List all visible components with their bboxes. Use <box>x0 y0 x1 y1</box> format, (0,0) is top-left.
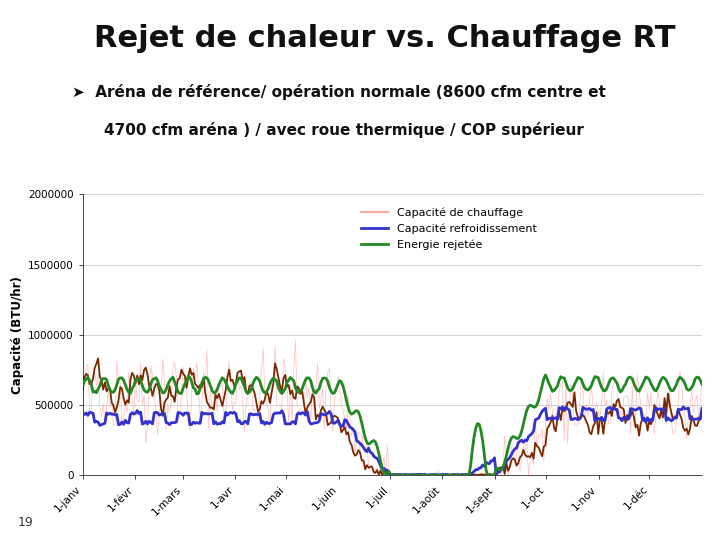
Legend: Capacité de chauffage, Capacité refroidissement, Energie rejetée: Capacité de chauffage, Capacité refroidi… <box>356 202 541 254</box>
Text: 4700 cfm aréna ) / avec roue thermique / COP supérieur: 4700 cfm aréna ) / avec roue thermique /… <box>104 122 584 138</box>
Text: 19: 19 <box>18 516 34 529</box>
Text: Rejet de chaleur vs. Chauffage RT: Rejet de chaleur vs. Chauffage RT <box>94 24 675 53</box>
Y-axis label: Capacité (BTU/hr): Capacité (BTU/hr) <box>11 276 24 394</box>
Text: ➤  Aréna de référence/ opération normale (8600 cfm centre et: ➤ Aréna de référence/ opération normale … <box>72 84 606 100</box>
